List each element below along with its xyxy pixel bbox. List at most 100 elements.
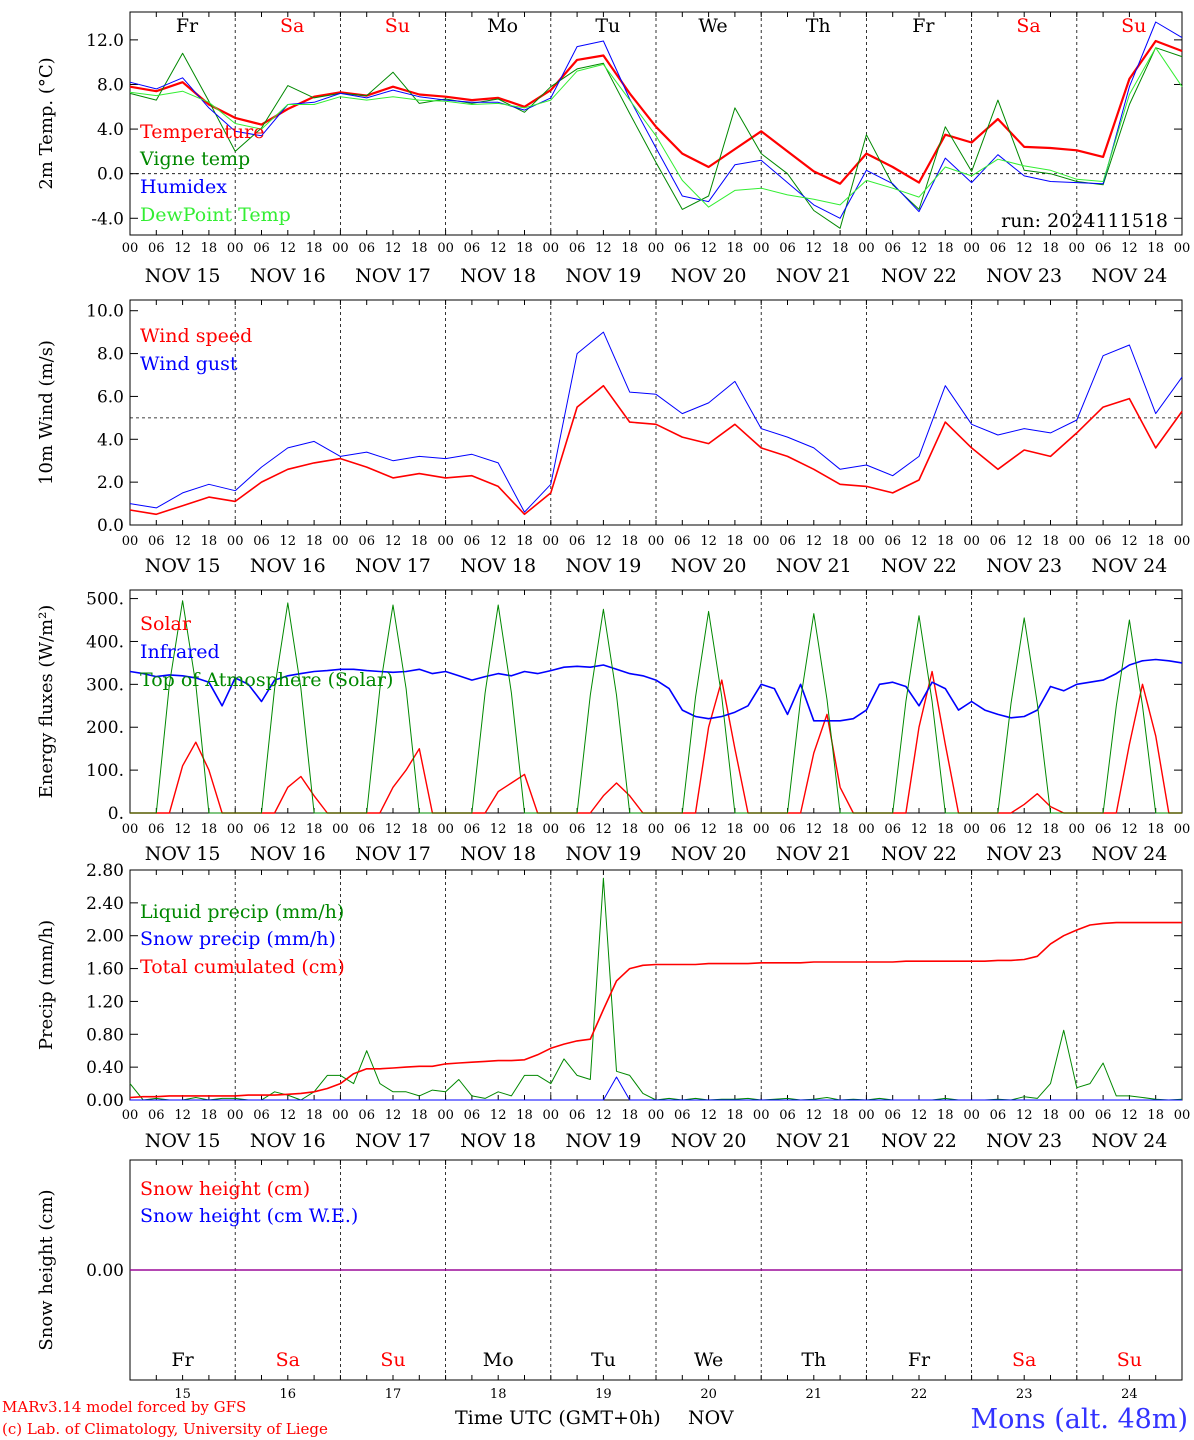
- y-tick-label: 400.: [86, 632, 124, 652]
- hour-tick-label: 18: [621, 822, 638, 837]
- day-number-label: 20: [700, 1387, 717, 1402]
- hour-tick-label: 00: [1069, 1108, 1086, 1123]
- legend-entry: Total cumulated (cm): [140, 956, 345, 978]
- hour-tick-label: 12: [1016, 1108, 1033, 1123]
- day-number-label: 15: [174, 1387, 191, 1402]
- day-of-week-label: Su: [385, 15, 410, 37]
- day-of-week-label: Mo: [487, 15, 518, 37]
- hour-tick-label: 12: [595, 822, 612, 837]
- hour-tick-label: 12: [700, 1108, 717, 1123]
- legend-entry: Wind speed: [140, 325, 252, 347]
- hour-tick-label: 18: [306, 1108, 323, 1123]
- hour-tick-label: 12: [490, 822, 507, 837]
- hour-tick-label: 06: [464, 1108, 481, 1123]
- hour-tick-label: 06: [884, 534, 901, 549]
- chart-panel-1: -4.0 0.0 4.0 8.0 12.0 2m Temp. (°C) Temperatur…: [36, 11, 1190, 287]
- hour-tick-label: 12: [385, 534, 402, 549]
- hour-tick-label: 00: [858, 241, 875, 256]
- hour-tick-label: 18: [1147, 534, 1164, 549]
- hour-tick-label: 06: [358, 822, 375, 837]
- hour-tick-label: 00: [1174, 822, 1191, 837]
- hour-tick-label: 18: [1147, 1108, 1164, 1123]
- legend-entry: Humidex: [140, 176, 227, 198]
- y-tick-label: 0.0: [97, 516, 124, 536]
- hour-tick-label: 06: [884, 1108, 901, 1123]
- hour-tick-label: 06: [358, 534, 375, 549]
- hour-tick-label: 18: [516, 822, 533, 837]
- y-tick-label: 6.0: [97, 387, 124, 407]
- day-of-week-label: Sa: [276, 1349, 300, 1371]
- series-line: [129, 47, 1183, 229]
- y-axis-label: 10m Wind (m/s): [36, 340, 57, 485]
- hour-tick-label: 12: [806, 534, 823, 549]
- hour-tick-label: 12: [1121, 534, 1138, 549]
- day-of-week-label: Sa: [1012, 1349, 1036, 1371]
- hour-tick-label: 00: [437, 822, 454, 837]
- date-label: NOV 19: [565, 555, 641, 577]
- hour-tick-label: 18: [832, 241, 849, 256]
- y-tick-label: 0.00: [86, 1261, 124, 1281]
- hour-tick-label: 12: [174, 534, 191, 549]
- hour-tick-label: 00: [1174, 1108, 1191, 1123]
- date-label: NOV 20: [671, 843, 747, 865]
- legend-entry: Solar: [140, 613, 192, 635]
- hour-tick-label: 06: [884, 822, 901, 837]
- hour-tick-label: 00: [122, 534, 139, 549]
- y-tick-label: 4.0: [97, 120, 124, 140]
- date-label: NOV 15: [145, 843, 221, 865]
- hour-tick-label: 12: [911, 1108, 928, 1123]
- hour-tick-label: 06: [674, 822, 691, 837]
- hour-tick-label: 12: [911, 534, 928, 549]
- series-line: [129, 658, 1183, 722]
- y-tick-label: 300.: [86, 675, 124, 695]
- hour-tick-label: 06: [569, 822, 586, 837]
- hour-tick-label: 00: [122, 241, 139, 256]
- date-label: NOV 23: [986, 1130, 1062, 1152]
- y-tick-label: 0.80: [86, 1025, 124, 1045]
- day-number-label: 24: [1121, 1387, 1138, 1402]
- hour-tick-label: 18: [621, 534, 638, 549]
- day-of-week-label: Tu: [595, 15, 620, 37]
- hour-tick-label: 06: [884, 241, 901, 256]
- hour-tick-label: 00: [1174, 534, 1191, 549]
- hour-tick-label: 12: [1121, 1108, 1138, 1123]
- hour-tick-label: 00: [332, 241, 349, 256]
- hour-tick-label: 18: [727, 241, 744, 256]
- hour-tick-label: 06: [779, 1108, 796, 1123]
- hour-tick-label: 06: [253, 534, 270, 549]
- hour-tick-label: 12: [280, 534, 297, 549]
- panel-frame: [129, 299, 1183, 526]
- date-label: NOV 20: [671, 555, 747, 577]
- y-tick-label: 12.0: [86, 31, 124, 51]
- date-label: NOV 16: [250, 265, 326, 287]
- hour-tick-label: 06: [253, 822, 270, 837]
- date-label: NOV 15: [145, 1130, 221, 1152]
- hour-tick-label: 00: [437, 534, 454, 549]
- day-number-label: 19: [595, 1387, 612, 1402]
- hour-tick-label: 18: [411, 1108, 428, 1123]
- hour-tick-label: 06: [990, 822, 1007, 837]
- hour-tick-label: 18: [411, 822, 428, 837]
- date-label: NOV 18: [460, 555, 536, 577]
- hour-tick-label: 18: [832, 822, 849, 837]
- hour-tick-label: 00: [437, 1108, 454, 1123]
- hour-tick-label: 12: [911, 822, 928, 837]
- series-line: [129, 331, 1183, 513]
- hour-tick-label: 12: [490, 534, 507, 549]
- hour-tick-label: 12: [174, 822, 191, 837]
- hour-tick-label: 06: [358, 1108, 375, 1123]
- date-label: NOV 22: [881, 1130, 957, 1152]
- hour-tick-label: 12: [280, 241, 297, 256]
- legend-entry: Snow height (cm W.E.): [140, 1205, 358, 1227]
- y-tick-label: 500.: [86, 590, 124, 610]
- y-tick-label: 10.0: [86, 302, 124, 322]
- y-tick-label: 0.00: [86, 1091, 124, 1111]
- hour-tick-label: 18: [411, 241, 428, 256]
- hour-tick-label: 06: [990, 534, 1007, 549]
- hour-tick-label: 00: [332, 1108, 349, 1123]
- y-axis-label: 2m Temp. (°C): [36, 57, 57, 189]
- legend-entry: DewPoint Temp: [140, 204, 291, 226]
- date-label: NOV 16: [250, 843, 326, 865]
- series-line: [129, 921, 1182, 1099]
- y-tick-label: 200.: [86, 718, 124, 738]
